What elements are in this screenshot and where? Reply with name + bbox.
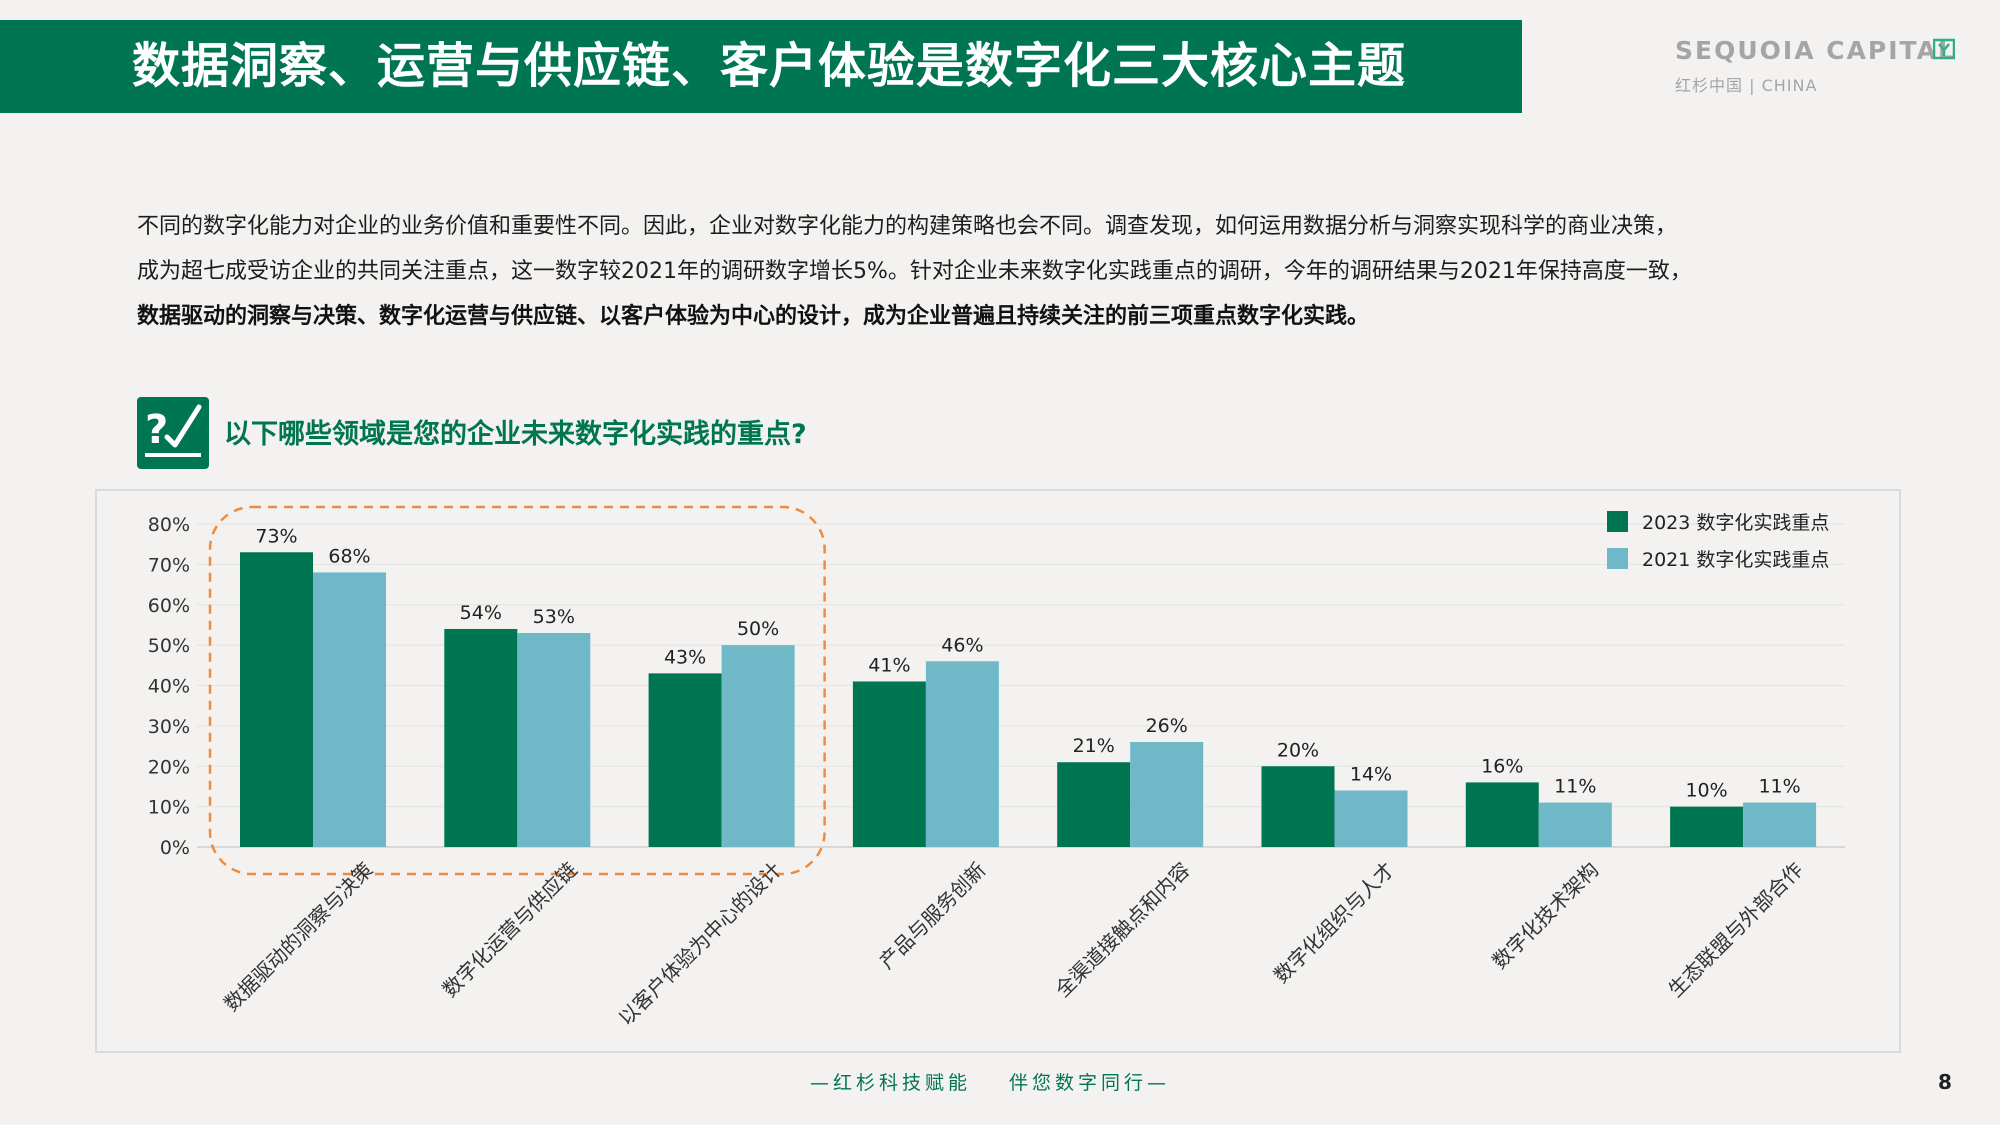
bar-2023 [1057, 762, 1131, 847]
x-axis-label: 数字化运营与供应链 [438, 858, 582, 1002]
bar-2023 [1670, 806, 1744, 847]
data-label: 16% [1481, 755, 1523, 777]
y-tick-label: 10% [148, 797, 190, 819]
legend-label: 2023 数字化实践重点 [1642, 512, 1829, 534]
x-axis-label: 以客户体验为中心的设计 [614, 858, 787, 1031]
intro-line-2: 成为超七成受访企业的共同关注重点，这一数字较2021年的调研数字增长5%。针对企… [137, 259, 1692, 284]
question-heading: 以下哪些领域是您的企业未来数字化实践的重点? [224, 419, 807, 450]
data-label: 41% [868, 654, 910, 676]
data-label: 73% [255, 525, 297, 547]
data-label: 53% [533, 606, 575, 628]
y-tick-label: 20% [148, 756, 190, 778]
y-tick-label: 70% [148, 554, 190, 576]
y-axis-ticks: 0% 10% 20% 30% 40% 50% 60% 70% 80% [148, 514, 190, 859]
bar-2021 [517, 633, 591, 847]
x-axis-labels: 数据驱动的洞察与决策 数字化运营与供应链 以客户体验为中心的设计 产品与服务创新 全渠道… [219, 858, 1807, 1031]
data-label: 68% [328, 545, 370, 567]
bar-2023 [852, 681, 926, 847]
intro-paragraph: 不同的数字化能力对企业的业务价值和重要性不同。因此，企业对数字化能力的构建策略也… [137, 204, 1897, 339]
x-axis-label: 数据驱动的洞察与决策 [219, 858, 377, 1016]
y-tick-label: 50% [148, 635, 190, 657]
legend: 2023 数字化实践重点 2021 数字化实践重点 [1607, 511, 1829, 571]
intro-line-1: 不同的数字化能力对企业的业务价值和重要性不同。因此，企业对数字化能力的构建策略也… [137, 214, 1678, 239]
slogan-right: 伴您数字同行— [1009, 1072, 1171, 1094]
legend-swatch [1607, 548, 1628, 569]
legend-label: 2021 数字化实践重点 [1642, 549, 1829, 571]
bar-2021 [1743, 802, 1817, 847]
bar-2021 [1130, 742, 1204, 847]
data-label: 20% [1277, 739, 1319, 761]
data-label: 21% [1073, 735, 1115, 757]
data-label: 43% [664, 646, 706, 668]
data-label: 11% [1758, 776, 1800, 798]
highlight-dashed-border [208, 505, 826, 876]
data-label: 26% [1146, 715, 1188, 737]
title-bar: 数据洞察、运营与供应链、客户体验是数字化三大核心主题 [0, 20, 1522, 113]
bar-2021 [1334, 790, 1408, 847]
x-axis-label: 产品与服务创新 [874, 858, 990, 974]
bar-2023 [240, 552, 313, 847]
sequoia-logo: SEQUOIA CAPITAL 红杉中国 | CHINA [1675, 36, 1965, 96]
bar-2021 [1538, 802, 1612, 847]
grid-lines [197, 523, 1845, 848]
page-number: 8 [1938, 1070, 1952, 1094]
data-label: 14% [1350, 763, 1392, 785]
x-axis-label: 生态联盟与外部合作 [1663, 858, 1807, 1002]
bars: 73% 68% 54% 53% 43% 50% 41% 46% 21% 26% 20% 14% 16% 1… [240, 525, 1817, 847]
intro-line-3-bold: 数据驱动的洞察与决策、数字化运营与供应链、以客户体验为中心的设计，成为企业普遍且… [137, 304, 1370, 329]
bar-2021 [925, 661, 999, 847]
question-check-icon: ? [137, 397, 209, 469]
y-tick-label: 30% [148, 716, 190, 738]
footer-slogan: —红杉科技赋能 伴您数字同行— [810, 1068, 1170, 1095]
y-tick-label: 0% [160, 837, 190, 859]
highlight-box [208, 505, 826, 876]
bar-2023 [444, 628, 518, 847]
logo-subtitle: 红杉中国 | CHINA [1675, 76, 1818, 95]
slogan-left: —红杉科技赋能 [810, 1072, 972, 1094]
data-label: 11% [1554, 776, 1596, 798]
legend-swatch [1607, 511, 1628, 532]
bar-2023 [1261, 766, 1335, 847]
y-tick-label: 40% [148, 676, 190, 698]
page-title: 数据洞察、运营与供应链、客户体验是数字化三大核心主题 [132, 38, 1407, 94]
bar-2021 [313, 572, 386, 847]
logo-wordmark: SEQUOIA CAPITAL [1675, 36, 1956, 65]
x-axis-label: 数字化技术架构 [1487, 858, 1603, 974]
data-label: 54% [460, 602, 502, 624]
data-label: 46% [941, 634, 983, 656]
bar-2021 [721, 645, 795, 847]
y-tick-label: 80% [148, 514, 190, 536]
bar-2023 [648, 673, 722, 847]
x-axis-label: 数字化组织与人才 [1269, 858, 1399, 988]
x-axis-label: 全渠道接触点和内容 [1050, 858, 1194, 1002]
data-label: 50% [737, 618, 779, 640]
bar-chart: 73% 68% 54% 53% 43% 50% 41% 46% 21% 26% 20% 14% 16% 1… [148, 505, 1845, 1031]
svg-text:?: ? [145, 407, 168, 453]
chart-panel: 73% 68% 54% 53% 43% 50% 41% 46% 21% 26% 20% 14% 16% 1… [95, 489, 1901, 1053]
bar-2023 [1465, 782, 1539, 847]
y-tick-label: 60% [148, 595, 190, 617]
data-label: 10% [1685, 780, 1727, 802]
sequoia-leaf-icon [1933, 38, 1955, 60]
